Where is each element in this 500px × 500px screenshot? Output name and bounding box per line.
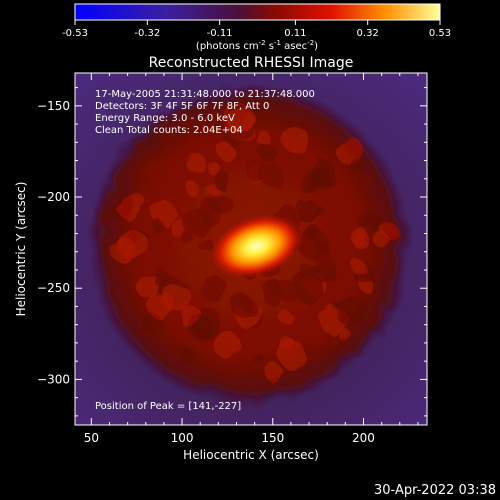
y-tick-label: −150 <box>37 99 70 113</box>
annotation-line: 17-May-2005 21:31:48.000 to 21:37:48.000 <box>95 89 315 100</box>
y-tick-label: −300 <box>37 372 70 386</box>
colorbar-tick-label: 0.11 <box>284 28 306 39</box>
plot-frame <box>74 72 428 426</box>
y-tick-label: −250 <box>37 281 70 295</box>
image-plot <box>75 73 427 425</box>
x-axis-ticks: 50 100 150 200 <box>84 73 419 445</box>
y-tick-label: −200 <box>37 190 70 204</box>
image-annotations: 17-May-2005 21:31:48.000 to 21:37:48.000… <box>95 89 315 136</box>
annotation-line: Detectors: 3F 4F 5F 6F 7F 8F, Att 0 <box>95 101 269 112</box>
colorbar-tick-label: 0.32 <box>357 28 379 39</box>
heatmap-image <box>88 83 410 406</box>
annotation-line: Energy Range: 3.0 - 6.0 keV <box>95 113 235 124</box>
colorbar-unit-label: (photons cm-2 s-1 asec-2) <box>196 39 318 52</box>
x-tick-label: 100 <box>171 431 194 445</box>
peak-source <box>209 214 304 279</box>
annotation-line: Clean Total counts: 2.04E+04 <box>95 125 243 136</box>
colorbar-ticks <box>74 20 441 25</box>
colorbar-tick-label: -0.11 <box>207 28 233 39</box>
x-axis-label: Heliocentric X (arcsec) <box>183 448 319 462</box>
y-axis-ticks: −150 −200 −250 −300 <box>37 87 427 417</box>
colorbar-tick-labels: -0.53 -0.32 -0.11 0.11 0.32 0.53 <box>62 28 451 39</box>
colorbar-tick-label: 0.53 <box>429 28 451 39</box>
x-tick-label: 50 <box>84 431 99 445</box>
footer-timestamp: 30-Apr-2022 03:38 <box>374 483 496 498</box>
y-axis-label: Heliocentric Y (arcsec) <box>14 182 28 317</box>
peak-position-label: Position of Peak = [141,-227] <box>95 401 241 412</box>
x-tick-label: 200 <box>352 431 375 445</box>
colorbar-tick-label: -0.53 <box>62 28 88 39</box>
x-tick-label: 150 <box>261 431 284 445</box>
colorbar-tick-label: -0.32 <box>134 28 160 39</box>
chart-title: Reconstructed RHESSI Image <box>149 55 354 71</box>
colorbar <box>74 3 441 21</box>
